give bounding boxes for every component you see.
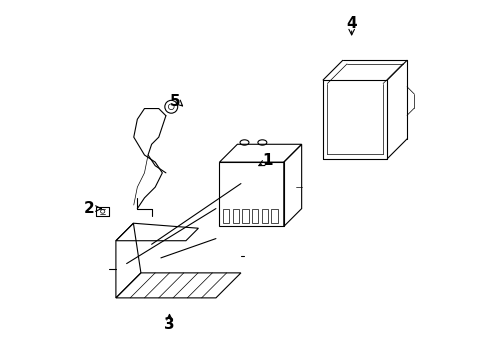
Text: 1: 1 bbox=[262, 153, 272, 168]
Text: 5: 5 bbox=[169, 94, 180, 109]
Text: 3: 3 bbox=[164, 317, 174, 332]
Text: 2: 2 bbox=[83, 201, 94, 216]
Text: 4: 4 bbox=[346, 16, 356, 31]
